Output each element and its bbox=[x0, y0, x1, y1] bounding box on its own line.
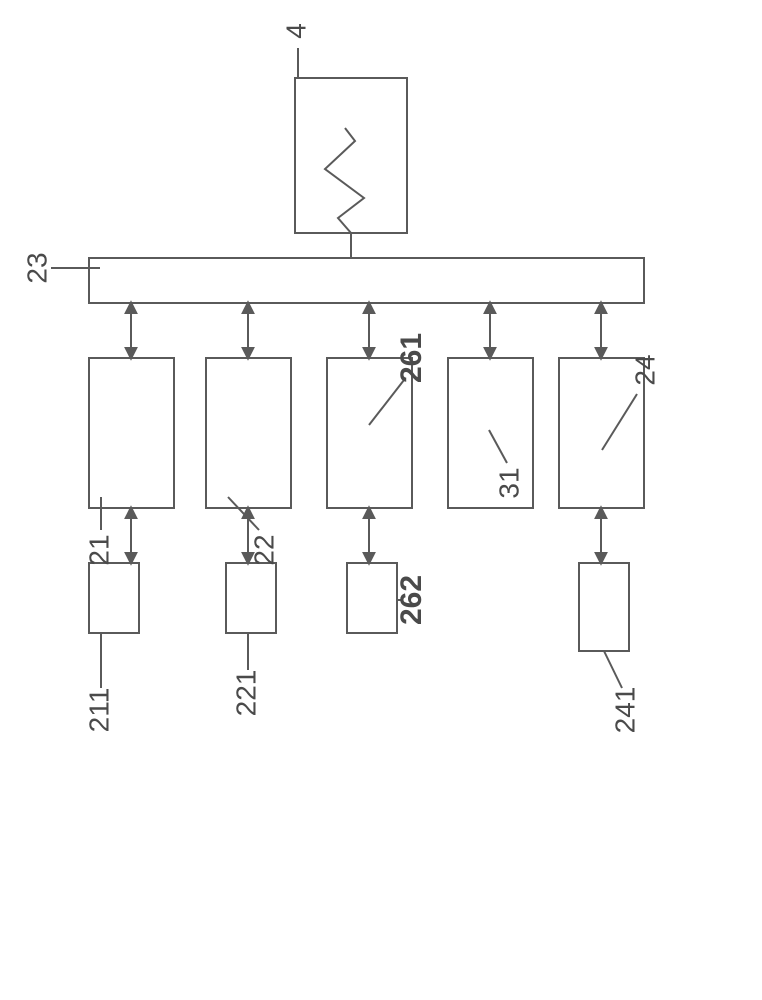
label-221: 221 bbox=[230, 670, 261, 717]
label-262: 262 bbox=[395, 575, 428, 625]
label-23: 23 bbox=[21, 252, 52, 283]
block-m2 bbox=[206, 358, 291, 508]
block-b2 bbox=[226, 563, 276, 633]
block-b3 bbox=[347, 563, 397, 633]
leader-261 bbox=[369, 380, 404, 425]
leader-241 bbox=[604, 651, 622, 688]
block-top bbox=[295, 78, 407, 233]
leader-22 bbox=[228, 497, 259, 530]
block-bus bbox=[89, 258, 644, 303]
label-31: 31 bbox=[493, 467, 524, 498]
label-4: 4 bbox=[280, 23, 311, 39]
label-211: 211 bbox=[83, 688, 114, 733]
wireless-link-icon bbox=[325, 128, 364, 233]
label-22: 22 bbox=[248, 534, 279, 565]
label-261: 261 bbox=[395, 333, 428, 383]
leader-31 bbox=[489, 430, 507, 463]
label-24: 24 bbox=[629, 354, 660, 385]
block-b1 bbox=[89, 563, 139, 633]
label-241: 241 bbox=[609, 687, 640, 734]
leader-24 bbox=[602, 394, 637, 450]
block-b5 bbox=[579, 563, 629, 651]
label-21: 21 bbox=[83, 534, 114, 565]
block-m1 bbox=[89, 358, 174, 508]
